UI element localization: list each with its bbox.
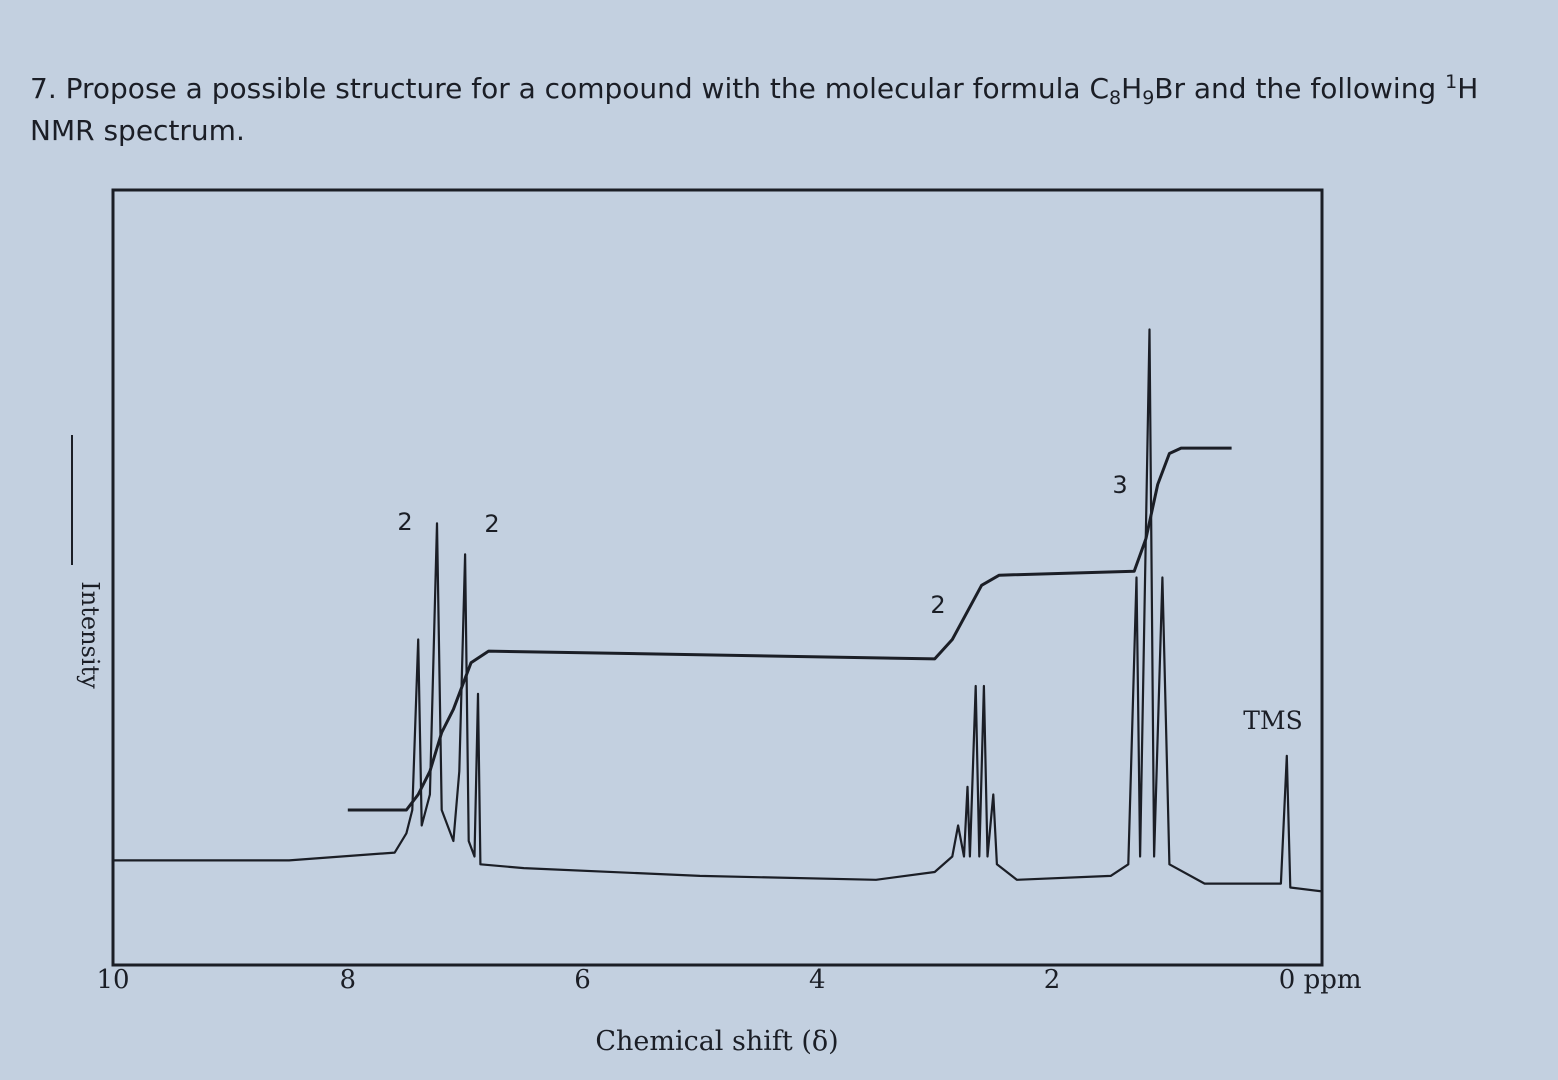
integration-curve [347,446,1232,812]
x-tick-label: 6 [574,965,591,995]
question-text: H [1457,72,1478,105]
question-line-2: NMR spectrum. [30,114,245,147]
y-axis-label: Intensity [76,581,104,689]
x-tick-label: 8 [339,965,356,995]
x-axis-label: Chemical shift (δ) [595,1026,838,1057]
plot-frame [111,188,1324,967]
question-line-1: 7. Propose a possible structure for a co… [30,71,1478,109]
x-tick-label: 4 [809,965,826,995]
annotation: TMS [1243,706,1302,735]
spectrum-line [113,328,1323,893]
question-text: 7. Propose a possible structure for a co… [30,72,1109,105]
annotation: 3 [1112,471,1127,499]
x-tick-label: 2 [1044,965,1061,995]
subscript: 9 [1142,87,1154,109]
annotation: 2 [484,510,499,538]
x-tick-label: 10 [96,965,129,995]
annotation: 2 [930,591,945,619]
subscript: 8 [1109,87,1121,109]
question-text: Br and the following [1154,72,1445,105]
superscript: 1 [1445,71,1457,93]
question-text: H [1121,72,1142,105]
x-tick-label: 0 ppm [1279,965,1362,995]
annotation: 2 [397,508,412,536]
